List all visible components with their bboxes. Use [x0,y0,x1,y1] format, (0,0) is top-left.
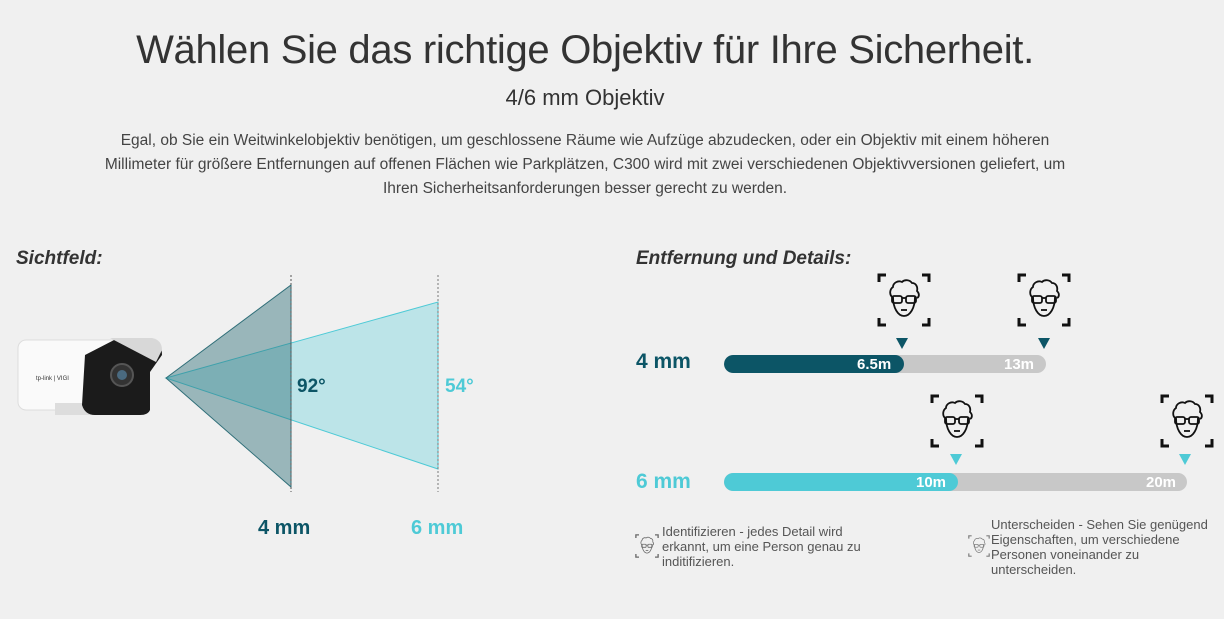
face-distinguish-icon [968,535,990,557]
face-distinguish-icon [1160,394,1214,448]
legend-distinguish: Unterscheiden - Sehen Sie genügend Eigen… [991,517,1208,577]
fov-heading: Sichtfeld: [16,248,103,269]
distinguish-distance-6mm: 20m [1146,474,1177,491]
fov-cone-6mm [164,301,439,470]
page-subtitle: 4/6 mm Objektiv [505,85,665,110]
page-title: Wählen Sie das richtige Objektiv für Ihr… [136,28,1034,72]
fov-cone-4mm [165,284,292,489]
distance-heading: Entfernung und Details: [636,248,852,269]
row-label-6mm: 6 mm [636,470,691,493]
identify-distance-4mm: 6.5m [857,356,892,373]
camera-logo: tp-link | VIGI [36,376,69,382]
identify-distance-6mm: 10m [916,474,947,491]
face-identify-icon [877,273,931,327]
angle-6mm: 54° [445,376,474,397]
face-identify-icon [635,534,659,558]
intro-text: Egal, ob Sie ein Weitwinkelobjektiv benö… [104,132,1066,197]
marker-icon [950,454,962,465]
distinguish-distance-4mm: 13m [1004,356,1035,373]
face-identify-icon [930,394,984,448]
fov-label-4mm: 4 mm [258,517,311,539]
distance-bar-6mm [724,473,1187,491]
face-distinguish-icon [1017,273,1071,327]
fov-diagram: tp-link | VIGI [17,275,439,492]
distance-bar-4mm [724,355,1046,373]
distance-fill-6mm [724,473,958,491]
row-label-4mm: 4 mm [636,350,691,373]
distance-fill-4mm [724,355,905,373]
camera-image: tp-link | VIGI [17,338,162,415]
legend-identify: Identifizieren - jedes Detail wird erkan… [662,524,861,569]
angle-4mm: 92° [297,376,326,397]
marker-icon [1038,338,1050,349]
marker-icon [1179,454,1191,465]
marker-icon [896,338,908,349]
fov-label-6mm: 6 mm [411,517,464,539]
